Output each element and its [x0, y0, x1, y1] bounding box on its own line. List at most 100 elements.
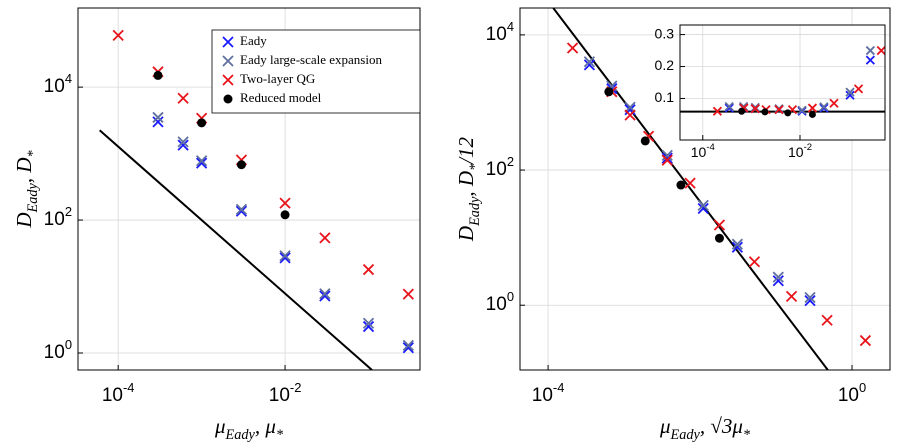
data-point	[195, 157, 208, 169]
data-point	[731, 238, 744, 250]
data-point	[661, 152, 673, 164]
x-tick-label: 10-2	[788, 142, 812, 160]
axes-frame	[679, 24, 886, 141]
data-point	[236, 160, 246, 170]
data-point	[280, 210, 290, 220]
data-point	[859, 334, 872, 347]
data-point	[804, 294, 816, 307]
data-point	[362, 317, 375, 329]
data-point	[807, 103, 818, 113]
data-point	[724, 101, 734, 112]
data-point	[402, 339, 414, 352]
x-tick-label: 10-4	[532, 380, 565, 406]
x-axis-label: μEady, μ*	[214, 414, 284, 443]
legend-marker	[222, 55, 234, 67]
data-point	[676, 180, 686, 190]
data-point	[712, 106, 723, 116]
data-point	[774, 105, 784, 115]
data-point	[661, 154, 673, 166]
data-point	[697, 202, 709, 215]
y-tick-label: 104	[44, 71, 72, 97]
data-point	[661, 149, 673, 161]
data-point	[640, 136, 650, 146]
data-point	[785, 290, 798, 303]
y-axis-label: DEady, D*/12	[454, 136, 483, 242]
data-point	[808, 110, 816, 118]
plot-content	[99, 29, 414, 370]
x-tick-label: 10-4	[691, 142, 716, 160]
data-point	[566, 42, 579, 54]
plot-area	[680, 25, 885, 140]
fit-line	[552, 8, 829, 370]
data-point	[583, 59, 596, 71]
data-point	[865, 45, 876, 56]
y-axis-label: DEady, D*	[12, 149, 41, 228]
x-tick-label: 10-4	[102, 380, 135, 406]
data-point	[845, 90, 855, 100]
y-tick-label: 0.2	[655, 57, 675, 73]
y-tick-label: 0.1	[655, 89, 675, 105]
data-point	[750, 104, 760, 114]
data-point	[152, 116, 164, 128]
y-tick-label: 102	[486, 154, 514, 180]
data-point	[402, 288, 414, 300]
axes-frame	[519, 7, 891, 371]
data-point	[772, 275, 784, 287]
data-point	[731, 241, 744, 253]
data-point	[112, 29, 124, 42]
data-point	[804, 291, 816, 304]
data-point	[724, 103, 734, 113]
x-tick-label: 100	[838, 380, 866, 406]
y-tick-label: 0.3	[655, 25, 675, 41]
data-point	[761, 108, 769, 116]
data-point	[748, 256, 761, 268]
data-point	[845, 87, 855, 97]
legend-label: Two-layer QG	[240, 71, 315, 86]
axes-frame	[77, 7, 421, 371]
legend-marker	[222, 36, 234, 48]
data-point	[624, 109, 636, 121]
y-tick-label: 100	[44, 337, 72, 363]
data-point	[235, 203, 248, 215]
data-point	[853, 84, 864, 94]
x-axis-label: μEady, √3μ*	[659, 414, 751, 443]
data-point	[829, 98, 839, 108]
data-point	[865, 55, 876, 65]
data-point	[319, 290, 331, 302]
data-point	[195, 155, 208, 167]
data-point	[713, 219, 726, 231]
legend-label: Reduced model	[240, 90, 322, 105]
y-tick-label: 100	[486, 289, 514, 315]
data-point	[177, 136, 189, 148]
data-point	[279, 250, 291, 262]
data-point	[772, 271, 784, 283]
data-point	[153, 70, 163, 80]
data-point	[684, 177, 696, 189]
data-point	[819, 102, 829, 112]
legend-label: Eady	[240, 33, 267, 48]
data-point	[821, 314, 833, 326]
data-point	[876, 45, 885, 56]
data-point	[279, 197, 291, 209]
data-point	[235, 205, 248, 217]
legend-box	[211, 29, 421, 114]
data-point	[697, 199, 709, 212]
data-point	[738, 107, 746, 115]
data-point	[714, 233, 724, 243]
data-point	[177, 139, 189, 151]
data-point	[624, 104, 636, 116]
data-point	[197, 118, 207, 128]
data-point	[784, 109, 792, 117]
data-point	[604, 87, 614, 97]
x-tick-label: 10-2	[269, 380, 302, 406]
data-point	[583, 56, 596, 68]
fit-line	[99, 129, 373, 370]
data-point	[402, 342, 414, 354]
data-point	[362, 320, 375, 333]
data-point	[152, 111, 164, 124]
data-point	[750, 102, 760, 113]
y-tick-label: 102	[44, 204, 72, 230]
plot-content	[552, 8, 872, 370]
data-point	[279, 252, 291, 264]
